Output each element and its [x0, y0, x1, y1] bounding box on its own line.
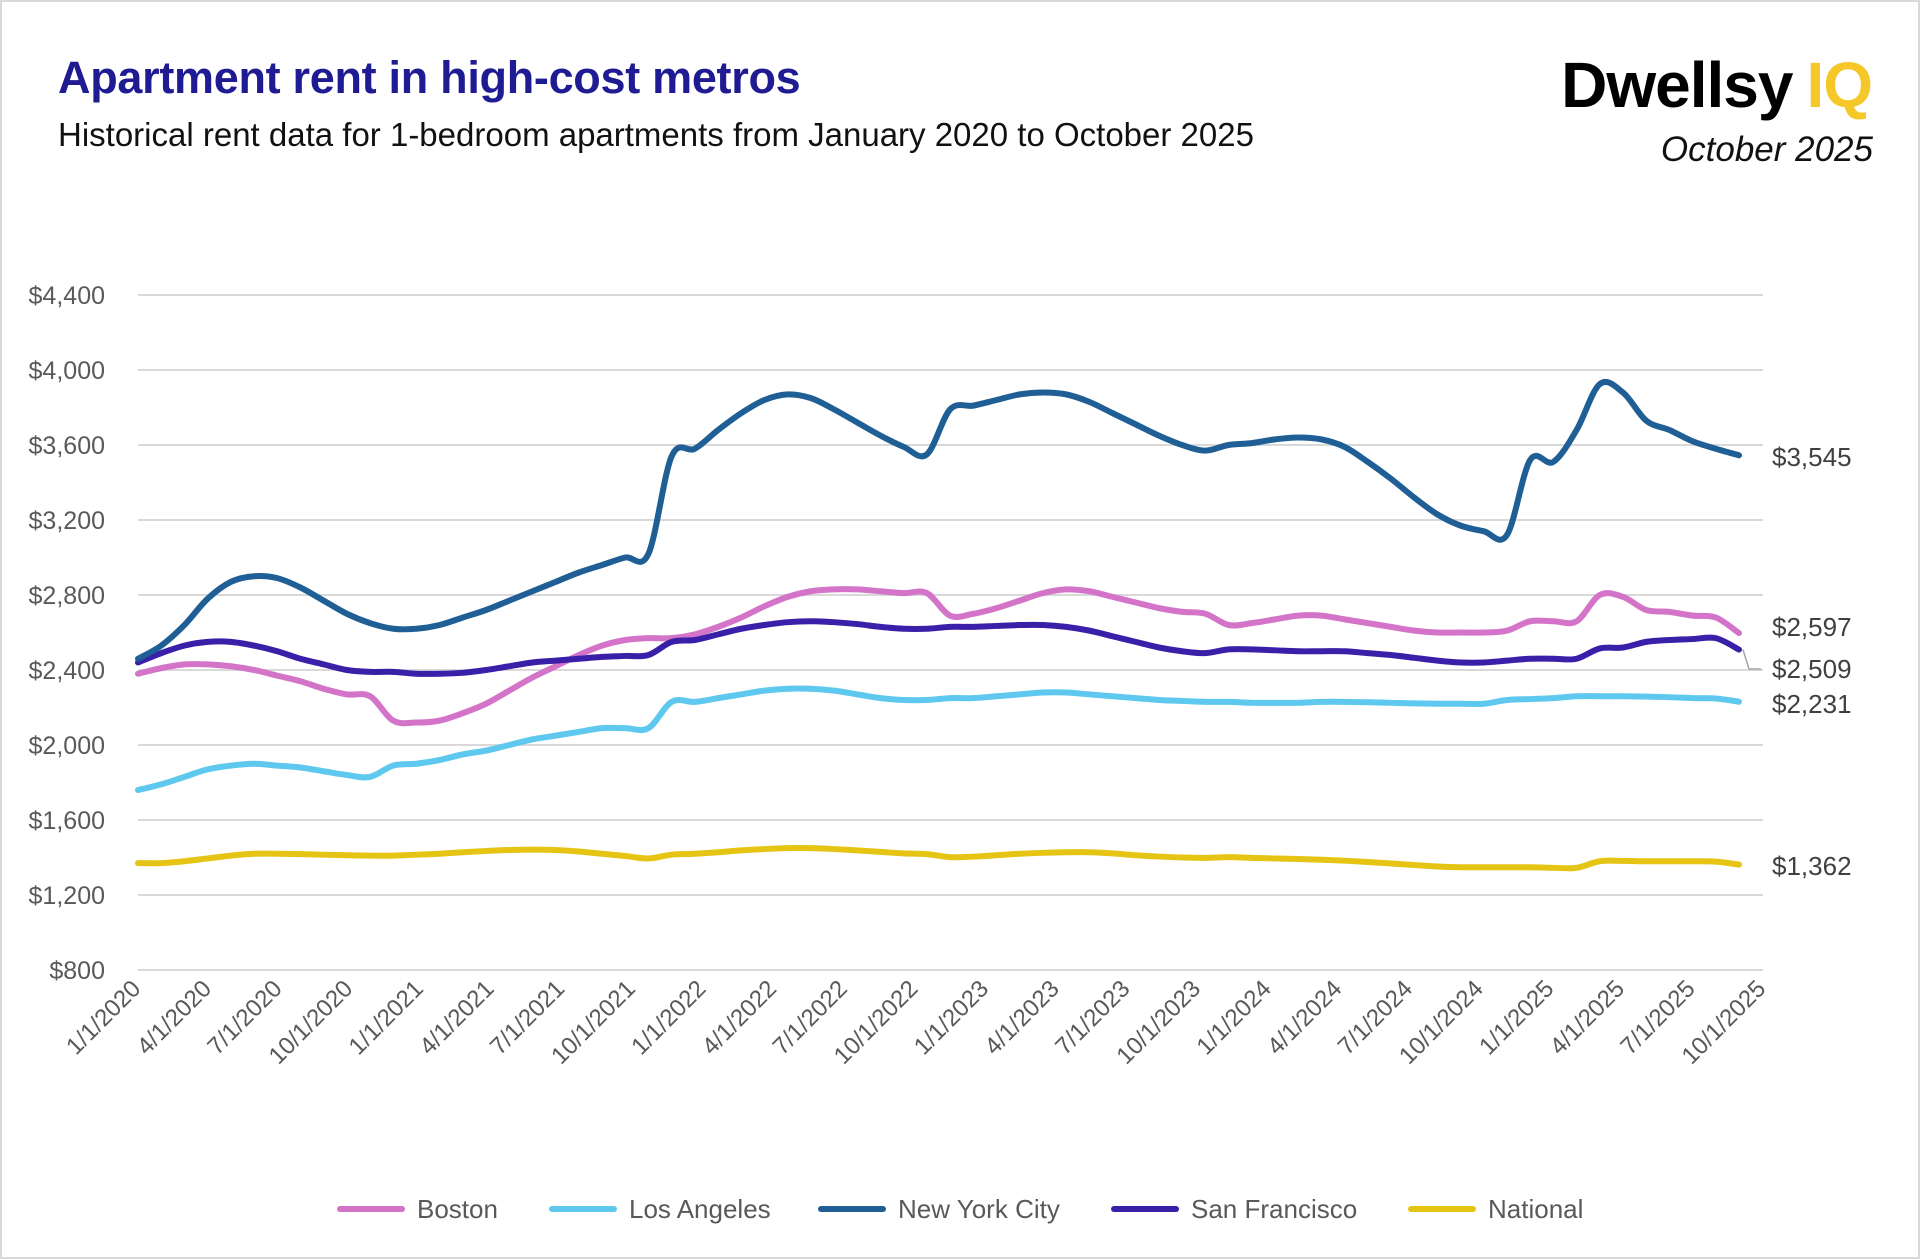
legend-label: San Francisco	[1191, 1193, 1358, 1224]
legend-swatch	[818, 1206, 886, 1212]
y-tick-label: $4,400	[29, 282, 105, 310]
x-tick-label: 1/1/2021	[344, 975, 429, 1060]
legend-label: Boston	[417, 1193, 498, 1224]
y-tick-label: $3,600	[29, 432, 105, 460]
x-tick-label: 4/1/2024	[1262, 975, 1347, 1060]
legend-item: Los Angeles	[549, 1192, 771, 1226]
series-line-new-york-city	[135, 378, 1742, 662]
series-line-boston	[135, 586, 1742, 727]
legend-swatch	[337, 1206, 405, 1212]
legend-label: New York City	[898, 1193, 1060, 1224]
leader-line	[1742, 649, 1761, 670]
dwellsy-iq-logo: Dwellsy IQ	[1561, 48, 1873, 122]
chart-title: Apartment rent in high-cost metros	[58, 52, 801, 103]
y-tick-label: $4,000	[29, 357, 105, 385]
logo-accent: IQ	[1806, 49, 1873, 121]
x-tick-label: 4/1/2022	[697, 975, 782, 1060]
report-date: October 2025	[1660, 130, 1873, 169]
y-tick-label: $1,600	[29, 807, 105, 835]
y-tick-label: $2,000	[29, 732, 105, 760]
x-tick-label: 1/1/2020	[61, 975, 146, 1060]
x-tick-label: 4/1/2021	[414, 975, 499, 1060]
x-tick-label: 1/1/2024	[1192, 975, 1277, 1060]
legend-label: Los Angeles	[629, 1193, 771, 1224]
logo-text: Dwellsy	[1561, 49, 1793, 121]
legend-swatch	[549, 1206, 617, 1212]
gridlines	[138, 294, 1763, 971]
y-axis-labels: $800 $1,200 $1,600 $2,000 $2,400 $2,800 $3,200…	[29, 282, 105, 985]
legend-item: Boston	[337, 1192, 498, 1226]
x-tick-label: 1/1/2022	[626, 975, 711, 1060]
y-tick-label: $800	[49, 957, 105, 985]
series-line-san-francisco	[135, 618, 1742, 677]
x-tick-label: 4/1/2023	[980, 975, 1065, 1060]
series-lines	[135, 378, 1742, 872]
y-tick-label: $2,400	[29, 657, 105, 685]
x-tick-label: 4/1/2025	[1545, 975, 1630, 1060]
end-label: $2,231	[1772, 689, 1852, 719]
legend-label: National	[1488, 1193, 1584, 1224]
end-labels: $2,597 $2,231 $3,545 $2,509 $1,362	[1742, 442, 1852, 881]
x-axis-labels: 1/1/20204/1/20207/1/202010/1/20201/1/202…	[61, 975, 1771, 1070]
end-label: $3,545	[1772, 442, 1852, 472]
end-label: $1,362	[1772, 851, 1852, 881]
series-line-los-angeles	[135, 685, 1742, 793]
series-line-national	[135, 845, 1742, 872]
x-tick-label: 1/1/2023	[909, 975, 994, 1060]
y-tick-label: $3,200	[29, 507, 105, 535]
end-label: $2,509	[1772, 654, 1852, 684]
legend-item: National	[1408, 1192, 1583, 1226]
y-tick-label: $1,200	[29, 882, 105, 910]
legend-swatch	[1111, 1206, 1179, 1212]
y-tick-label: $2,800	[29, 582, 105, 610]
legend-item: San Francisco	[1111, 1192, 1357, 1226]
x-tick-label: 1/1/2025	[1474, 975, 1559, 1060]
legend-swatch	[1408, 1206, 1476, 1212]
legend-item: New York City	[818, 1192, 1060, 1226]
legend: Boston Los Angeles New York City San Franci…	[0, 1192, 1920, 1226]
end-label: $2,597	[1772, 612, 1852, 642]
chart-subtitle: Historical rent data for 1-bedroom apart…	[58, 116, 1254, 153]
x-tick-label: 4/1/2020	[132, 975, 217, 1060]
